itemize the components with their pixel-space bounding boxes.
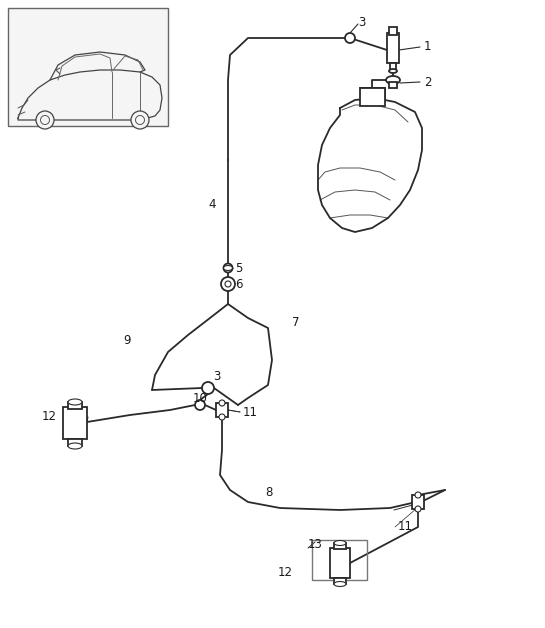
Text: 12: 12 <box>42 411 57 423</box>
Circle shape <box>219 414 225 420</box>
Bar <box>312 540 367 580</box>
Bar <box>330 548 350 578</box>
Bar <box>412 495 424 509</box>
Text: 13: 13 <box>308 538 323 551</box>
Circle shape <box>345 33 355 43</box>
Text: 9: 9 <box>123 333 130 347</box>
Bar <box>387 33 399 63</box>
Text: 11: 11 <box>243 406 258 418</box>
Bar <box>389 82 397 88</box>
Circle shape <box>223 264 233 273</box>
Bar <box>334 578 346 584</box>
Circle shape <box>415 492 421 498</box>
Circle shape <box>221 277 235 291</box>
Text: 11: 11 <box>398 521 413 534</box>
Text: 3: 3 <box>358 16 365 28</box>
Text: 7: 7 <box>292 317 300 330</box>
Ellipse shape <box>68 399 82 405</box>
Circle shape <box>195 400 205 410</box>
Text: 8: 8 <box>265 485 272 499</box>
Bar <box>360 88 385 106</box>
Bar <box>8 8 168 126</box>
Bar <box>334 543 346 549</box>
Bar <box>68 439 82 446</box>
Circle shape <box>415 506 421 512</box>
Bar <box>63 407 87 439</box>
Circle shape <box>225 281 231 287</box>
Text: 10: 10 <box>193 391 208 404</box>
Circle shape <box>131 111 149 129</box>
Text: 5: 5 <box>235 261 243 274</box>
Ellipse shape <box>334 582 346 587</box>
Bar <box>216 403 228 417</box>
Ellipse shape <box>223 266 233 271</box>
Circle shape <box>219 400 225 406</box>
Bar <box>390 63 396 71</box>
Ellipse shape <box>389 69 397 73</box>
Circle shape <box>36 111 54 129</box>
Bar <box>68 402 82 409</box>
Polygon shape <box>318 98 422 232</box>
Circle shape <box>136 116 144 124</box>
Text: 2: 2 <box>424 75 432 89</box>
Text: 6: 6 <box>235 278 243 291</box>
Ellipse shape <box>334 541 346 546</box>
Bar <box>389 27 397 35</box>
Circle shape <box>40 116 50 124</box>
Text: 12: 12 <box>278 565 293 578</box>
Text: 3: 3 <box>213 369 220 382</box>
Circle shape <box>202 382 214 394</box>
Ellipse shape <box>68 443 82 449</box>
Text: 4: 4 <box>208 198 215 212</box>
Text: 1: 1 <box>424 40 432 53</box>
Ellipse shape <box>386 76 400 84</box>
